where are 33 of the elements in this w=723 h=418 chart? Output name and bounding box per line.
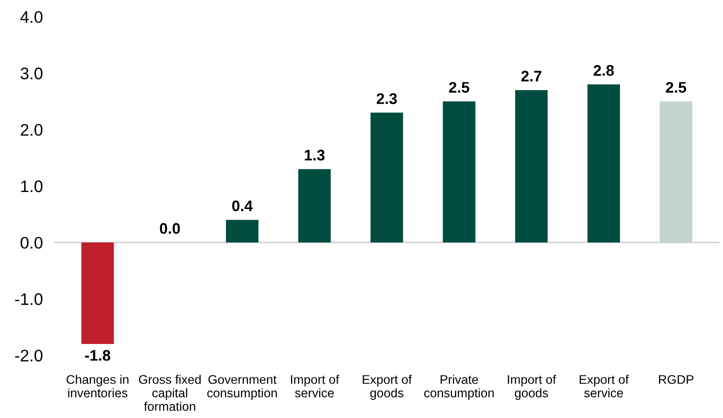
x-tick-label: Export of service [580,374,629,398]
data-label: 2.8 [594,65,614,76]
y-tick-label: 3.0 [20,68,42,80]
bar [298,169,331,242]
y-tick-label: -2.0 [15,350,42,362]
y-tick-label: 1.0 [21,180,42,192]
bar [660,101,692,242]
data-label: 1.3 [304,150,325,161]
x-tick-label: Import of goods [508,374,556,400]
bar [226,220,258,242]
x-tick-label: Changes in inventories [66,374,128,398]
data-label: 0.0 [160,223,180,234]
bar [515,90,548,242]
y-tick-label: 4.0 [20,11,42,23]
x-tick-label: Gross fixed capital formation [138,374,201,411]
data-label: -1.8 [85,350,110,361]
x-tick-label: Import of service [291,374,340,398]
x-tick-label: Government consumption [207,375,277,400]
bar [370,112,404,242]
y-tick-label: -1.0 [15,293,42,306]
x-tick-label: RGDP [658,375,694,384]
data-label: 0.4 [232,200,253,212]
y-tick-label: 2.0 [20,124,42,136]
data-label: 2.7 [521,70,542,82]
data-label: 2.3 [376,93,397,104]
data-label: 2.5 [449,82,470,93]
data-label: 2.5 [666,82,686,93]
x-tick-label: Export of goods [362,374,412,400]
bar [587,84,620,242]
bar [81,242,114,344]
y-tick-label: 0.0 [20,236,42,249]
x-tick-label: Private consumption [424,374,494,400]
bar [442,101,476,242]
